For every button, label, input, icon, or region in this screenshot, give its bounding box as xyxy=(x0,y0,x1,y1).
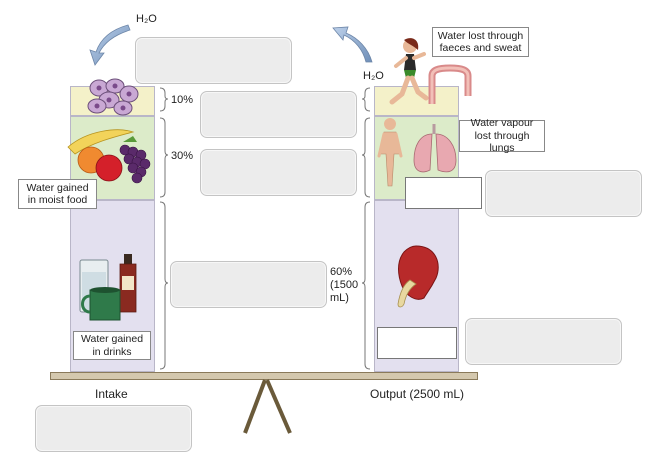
callout-lungs: Water vapour lost through lungs xyxy=(459,117,545,154)
fruit-icon xyxy=(67,129,151,184)
label-intake: Intake xyxy=(95,387,128,401)
answer-box-urine[interactable] xyxy=(465,318,622,365)
fulcrum xyxy=(243,379,292,434)
answer-box-metabolic-water[interactable] xyxy=(135,37,292,84)
label-output: Output (2500 mL) xyxy=(370,387,465,401)
label-box-urine-empty[interactable] xyxy=(377,327,457,359)
callout-moist-food: Water gained in moist food xyxy=(18,179,97,209)
percent-60-line3: mL) xyxy=(330,292,349,304)
answer-box-10-percent[interactable] xyxy=(200,91,357,138)
intestine-icon xyxy=(428,64,472,104)
answer-box-60-percent[interactable] xyxy=(170,261,327,308)
percent-60-line2: (1500 xyxy=(330,279,359,291)
callout-faeces-sweat: Water lost through faeces and sweat xyxy=(432,27,529,57)
answer-box-intake-total[interactable] xyxy=(35,405,192,452)
label-box-lungs-empty[interactable] xyxy=(405,177,482,209)
cells-icon xyxy=(87,78,139,116)
kidney-icon xyxy=(397,245,439,308)
percent-60-line1: 60% xyxy=(330,266,353,278)
percent-10: 10% xyxy=(171,94,194,106)
balance-beam xyxy=(50,372,478,380)
h2o-label-right: H₂O xyxy=(363,70,384,82)
h2o-label-left: H₂O xyxy=(136,13,157,25)
callout-drinks: Water gained in drinks xyxy=(73,331,151,360)
answer-box-lungs[interactable] xyxy=(485,170,642,217)
runner-icon xyxy=(389,38,429,105)
answer-box-30-percent[interactable] xyxy=(200,149,357,196)
body-lungs-icon xyxy=(377,118,457,187)
drinks-icon xyxy=(79,254,137,321)
percent-30: 30% xyxy=(171,150,194,162)
